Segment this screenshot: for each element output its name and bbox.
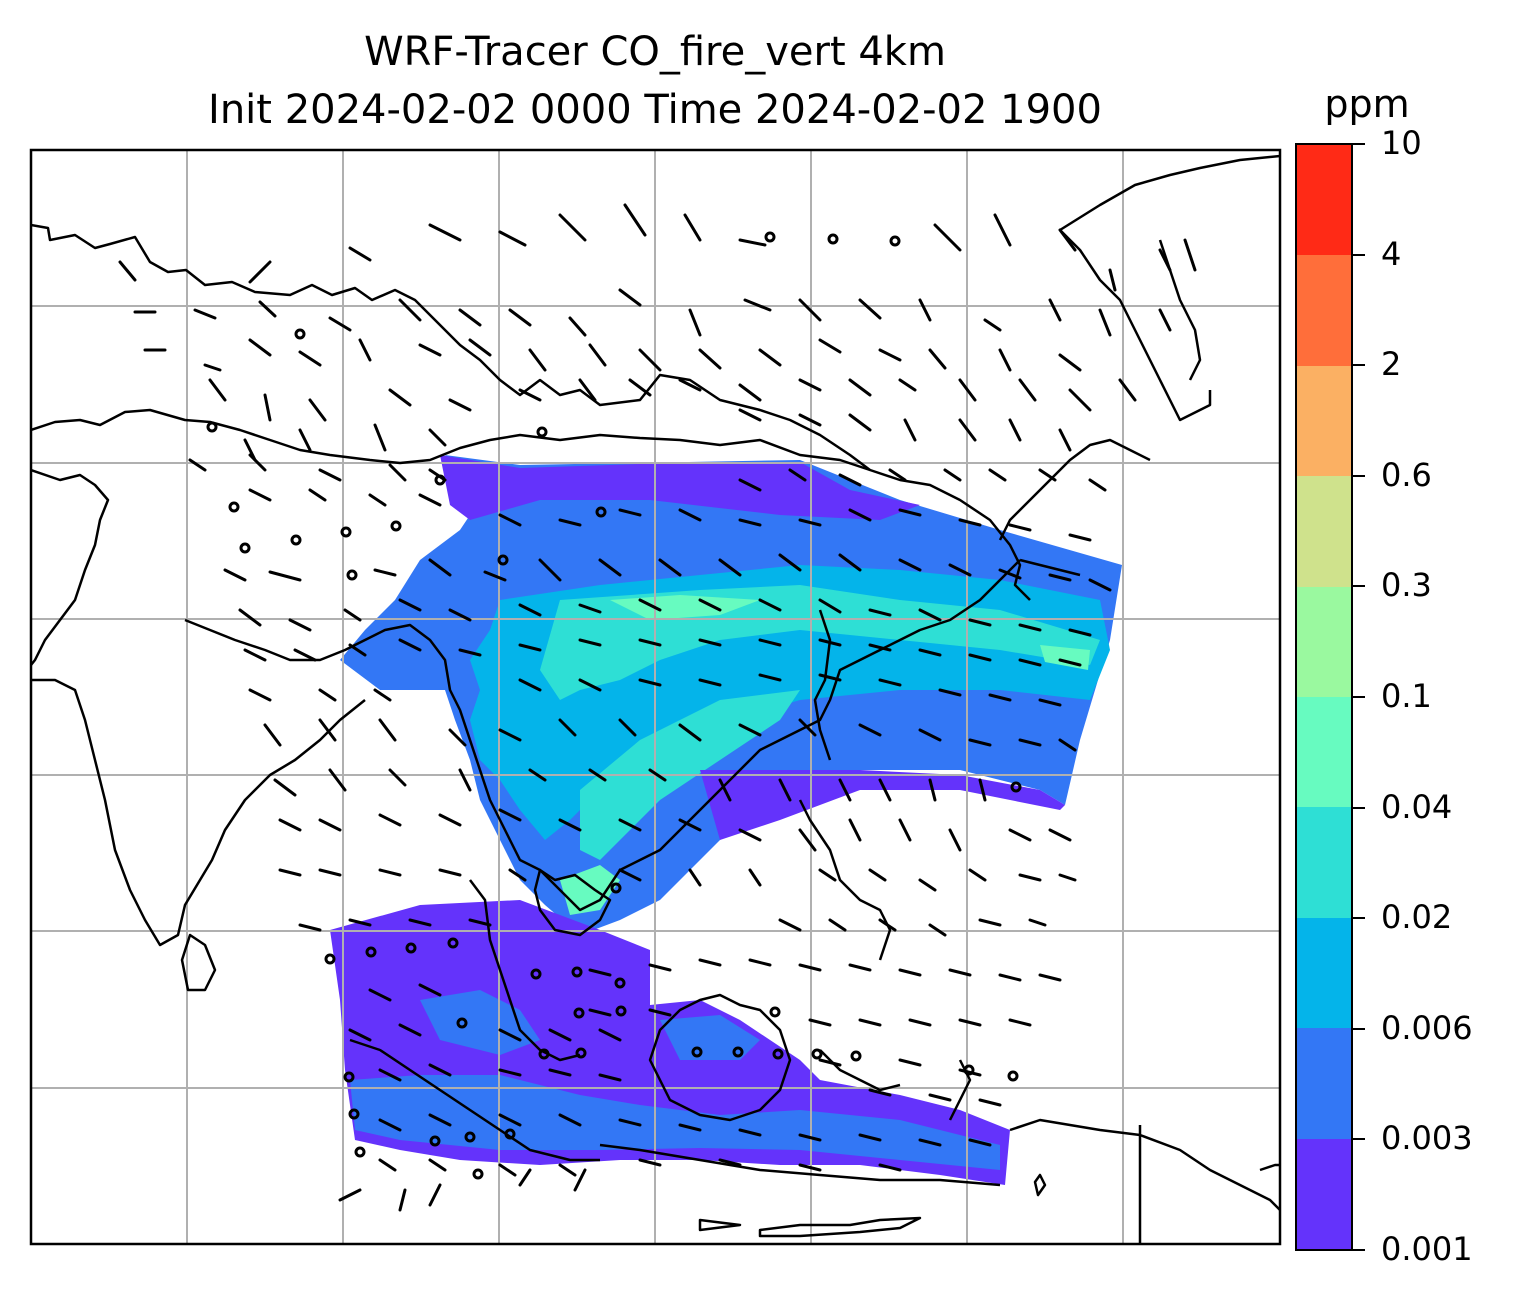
wind-barbs bbox=[118, 203, 1197, 1212]
colorbar-tick-label: 0.003 bbox=[1381, 1119, 1473, 1158]
colorbar-tick bbox=[1353, 474, 1365, 477]
colorbar-segment bbox=[1297, 476, 1351, 587]
colorbar-tick bbox=[1353, 1249, 1365, 1251]
colorbar-tick bbox=[1353, 1138, 1365, 1141]
coastlines bbox=[31, 154, 1280, 1244]
colorbar-tick-label: 10 bbox=[1381, 124, 1422, 162]
colorbar-tick-label: 2 bbox=[1381, 345, 1402, 384]
colorbar-tick bbox=[1353, 585, 1365, 588]
colorbar-tick-label: 0.006 bbox=[1381, 1008, 1473, 1047]
colorbar bbox=[1295, 143, 1353, 1251]
map-subtitle: Init 2024-02-02 0000 Time 2024-02-02 190… bbox=[208, 87, 1102, 133]
colorbar-segment bbox=[1297, 365, 1351, 477]
colorbar-tick bbox=[1353, 253, 1365, 256]
map-title: WRF-Tracer CO_fire_vert 4km bbox=[364, 29, 946, 75]
colorbar-tick-label: 0.1 bbox=[1381, 677, 1432, 715]
colorbar-segment bbox=[1297, 917, 1351, 1029]
colorbar-segment bbox=[1297, 1138, 1351, 1250]
map-gridlines bbox=[31, 150, 1280, 1244]
colorbar-unit-label: ppm bbox=[1324, 82, 1410, 126]
colorbar-segment bbox=[1297, 586, 1351, 698]
colorbar-segment bbox=[1297, 697, 1351, 808]
colorbar-segment bbox=[1297, 255, 1351, 366]
colorbar-tick-label: 0.6 bbox=[1381, 455, 1432, 494]
colorbar-tick-label: 0.3 bbox=[1381, 566, 1432, 605]
colorbar-tick bbox=[1353, 143, 1365, 145]
colorbar-tick bbox=[1353, 917, 1365, 920]
colorbar-tick-label: 0.02 bbox=[1381, 898, 1453, 937]
colorbar-segment bbox=[1297, 1028, 1351, 1139]
colorbar-tick bbox=[1353, 696, 1365, 698]
tracer-plume-north bbox=[340, 455, 1122, 935]
colorbar-tick-label: 0.04 bbox=[1381, 787, 1453, 826]
colorbar-tick-label: 4 bbox=[1381, 234, 1402, 273]
colorbar-segment bbox=[1297, 807, 1351, 918]
colorbar-segment bbox=[1297, 145, 1351, 256]
calm-wind-markers bbox=[206, 231, 1022, 1180]
colorbar-tick bbox=[1353, 364, 1365, 367]
colorbar-tick bbox=[1353, 806, 1365, 809]
colorbar-tick bbox=[1353, 1027, 1365, 1030]
colorbar-tick-label: 0.001 bbox=[1381, 1230, 1473, 1268]
